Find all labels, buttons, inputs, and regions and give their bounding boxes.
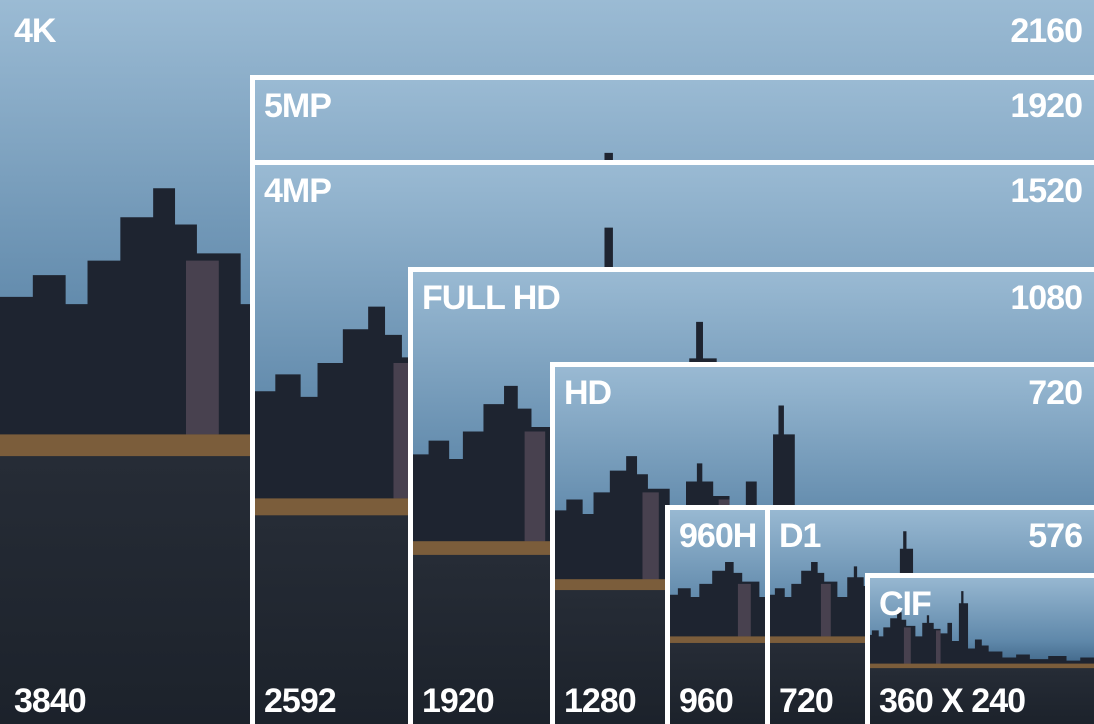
frame-height: 1080	[1010, 279, 1082, 317]
resolution-frame: FULL HD 1080 1920	[408, 267, 1094, 724]
frame-height: 2160	[1010, 12, 1082, 50]
frame-name: 4K	[14, 12, 57, 50]
frame-width: 360 X 240	[879, 682, 1025, 720]
frame-height: 1520	[1010, 172, 1082, 210]
frame-height: 576	[1028, 517, 1082, 555]
frame-name: 4MP	[264, 172, 331, 210]
frame-name: FULL HD	[422, 279, 560, 317]
resolution-frame: HD 720 1280	[550, 362, 1094, 724]
frame-name: 960H	[679, 517, 756, 555]
frame-name: CIF	[879, 585, 931, 623]
frame-border	[250, 160, 1094, 724]
resolution-frame: 4MP 1520 2592	[250, 160, 1094, 724]
frame-border	[765, 505, 1094, 724]
frame-width: 1280	[564, 682, 636, 720]
frame-width: 720	[779, 682, 833, 720]
frame-name: 5MP	[264, 87, 331, 125]
frame-name: HD	[564, 374, 612, 412]
frame-border	[865, 573, 1094, 724]
frame-height: 1920	[1010, 87, 1082, 125]
frame-name: D1	[779, 517, 821, 555]
frame-width: 2592	[264, 682, 336, 720]
resolution-frame: D1 576 720	[765, 505, 1094, 724]
frame-border	[408, 267, 1094, 724]
resolution-frame: CIF 360 X 240	[865, 573, 1094, 724]
frame-width: 3840	[14, 682, 86, 720]
frame-width: 960	[679, 682, 733, 720]
frame-height: 720	[1028, 374, 1082, 412]
frame-width: 1920	[422, 682, 494, 720]
frame-border	[550, 362, 1094, 724]
